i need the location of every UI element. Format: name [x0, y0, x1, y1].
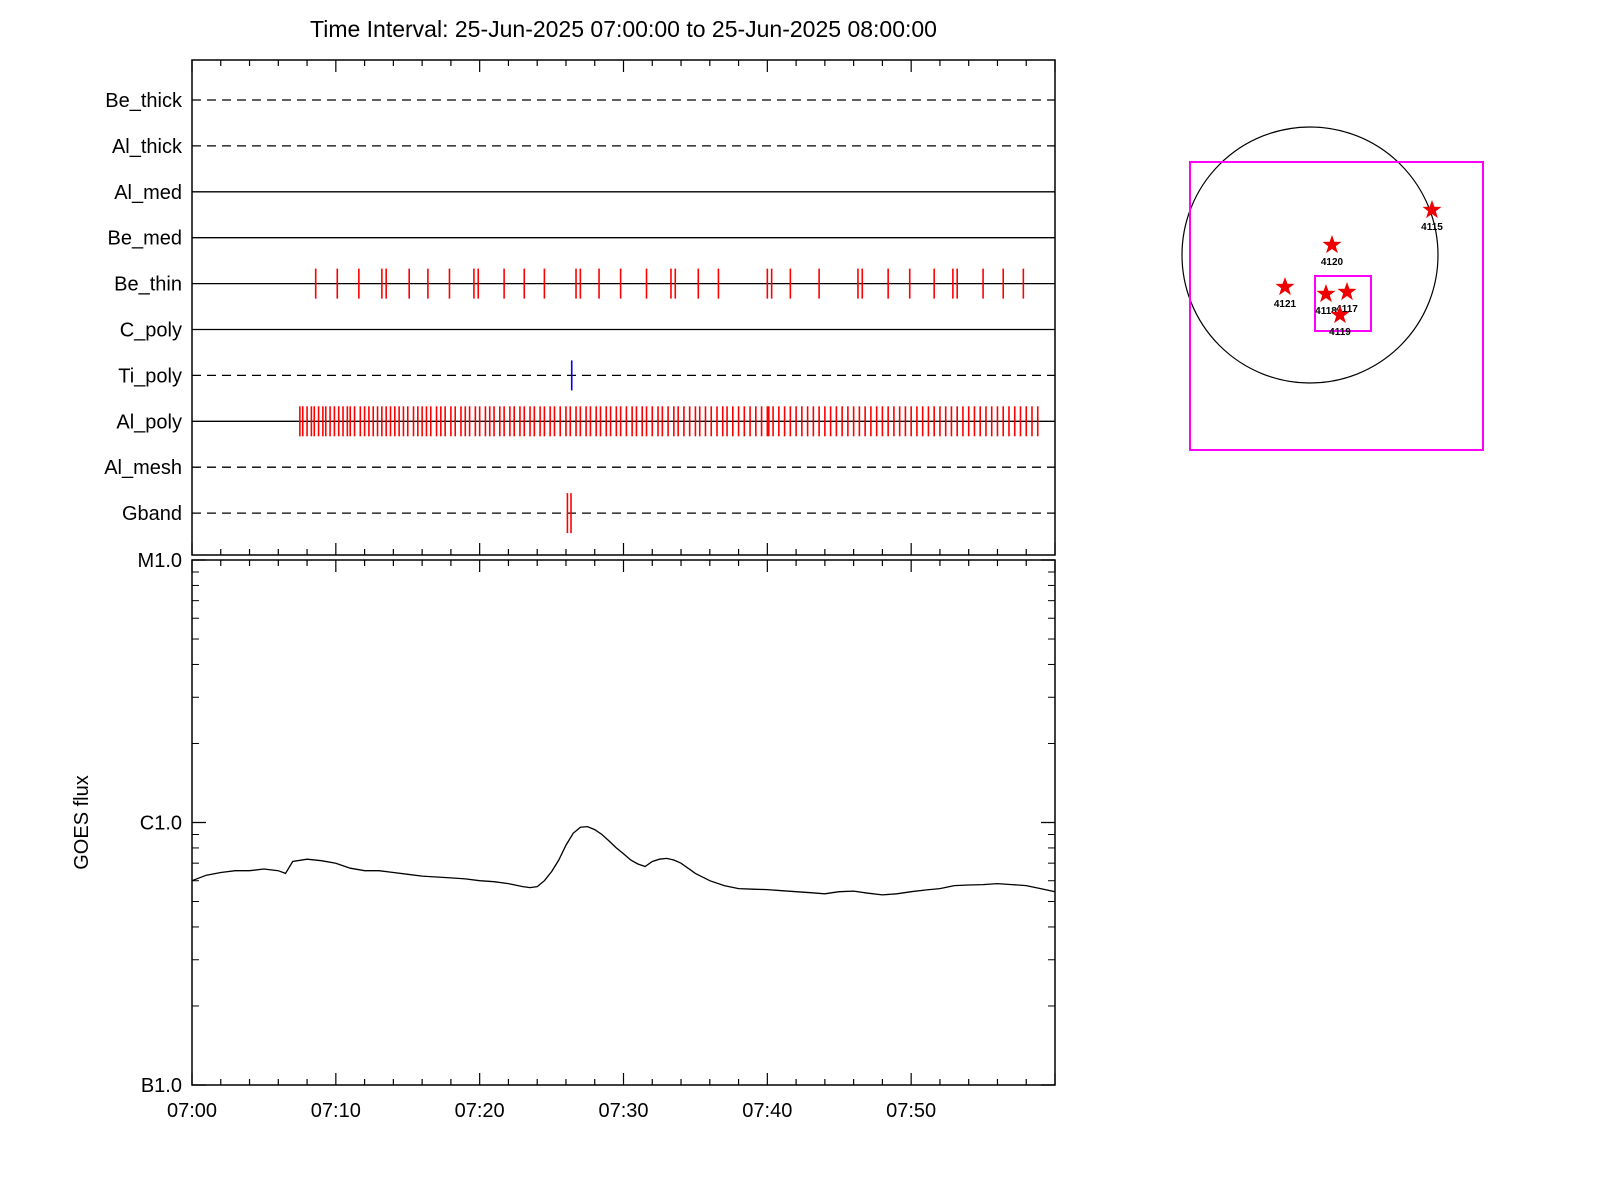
- active-region-star: [1337, 282, 1357, 301]
- active-region-label: 4120: [1321, 257, 1344, 268]
- solar-limb-circle: [1181, 126, 1439, 384]
- plot-title: Time Interval: 25-Jun-2025 07:00:00 to 2…: [310, 16, 937, 42]
- filter-row-label: Be_thin: [114, 274, 182, 296]
- filter-row-label: Be_thick: [105, 90, 183, 112]
- timeline-frame: [191, 59, 1056, 556]
- filter-row-label: Ti_poly: [118, 365, 182, 387]
- filter-row-label: Al_mesh: [104, 457, 182, 479]
- filter-row-label: Be_med: [108, 228, 183, 250]
- active-region-label: 4118: [1315, 306, 1337, 317]
- active-region-star: [1422, 200, 1442, 219]
- x-axis-tick-label: 07:00: [167, 1100, 217, 1122]
- active-region-label: 4121: [1274, 299, 1297, 310]
- x-axis-tick-label: 07:10: [311, 1100, 361, 1122]
- y-axis-tick-label: M1.0: [138, 550, 182, 572]
- filter-row-label: Al_thick: [112, 136, 183, 158]
- goes-y-axis-title: GOES flux: [71, 775, 93, 869]
- x-axis-tick-label: 07:30: [598, 1100, 648, 1122]
- filter-timeline-panel: Be_thick Al_thick Al_med Be_med Be_thin C_pol…: [104, 59, 1056, 556]
- x-axis-tick-label: 07:20: [455, 1100, 505, 1122]
- solar-map-panel: 4115 4120 4121 4118 4117 4119: [1181, 126, 1484, 451]
- fov-box: [1189, 161, 1484, 451]
- goes-flux-curve: [191, 825, 1056, 896]
- active-region-label: 4119: [1329, 327, 1351, 338]
- x-axis-tick-label: 07:50: [886, 1100, 936, 1122]
- active-region-label: 4115: [1421, 222, 1443, 233]
- fov-box: [1314, 275, 1372, 332]
- filter-row-label: C_poly: [120, 320, 182, 342]
- y-axis-tick-label: B1.0: [141, 1075, 182, 1097]
- active-region-label: 4117: [1336, 304, 1358, 315]
- x-axis-tick-label: 07:40: [742, 1100, 792, 1122]
- y-axis-tick-label: C1.0: [140, 813, 182, 835]
- active-region-star: [1322, 235, 1342, 254]
- active-region-star: [1330, 305, 1350, 324]
- filter-row-label: Gband: [122, 503, 182, 525]
- goes-flux-panel: M1.0 C1.0 B1.0 07:00 07:10 07:20 07:30 07:40 07:…: [71, 550, 1056, 1122]
- goes-frame: [191, 559, 1056, 1086]
- filter-row-label: Al_med: [114, 182, 182, 204]
- active-region-star: [1275, 277, 1295, 296]
- filter-row-label: Al_poly: [116, 411, 182, 433]
- active-region-star: [1316, 284, 1336, 303]
